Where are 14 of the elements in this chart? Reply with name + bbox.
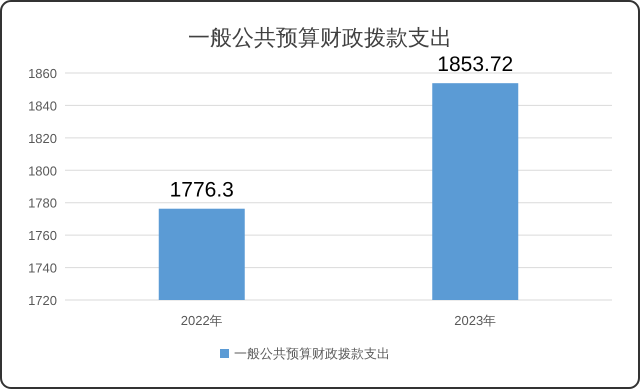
- legend-label: 一般公共预算财政拨款支出: [234, 346, 390, 361]
- y-tick-label: 1760: [28, 228, 57, 244]
- data-label: 1853.72: [437, 53, 514, 76]
- y-tick-label: 1740: [28, 260, 57, 276]
- y-tick-label: 1840: [28, 98, 57, 114]
- x-tick-label: 2022年: [180, 313, 223, 328]
- data-label: 1776.3: [170, 178, 234, 202]
- chart-title: 一般公共预算财政拨款支出: [188, 25, 452, 50]
- y-tick-label: 1820: [28, 130, 57, 146]
- y-tick-label: 1860: [28, 66, 57, 81]
- y-tick-label: 1720: [28, 293, 57, 308]
- x-tick-label: 2023年: [454, 313, 496, 328]
- y-tick-label: 1780: [28, 196, 57, 211]
- y-tick-label: 1800: [28, 163, 57, 178]
